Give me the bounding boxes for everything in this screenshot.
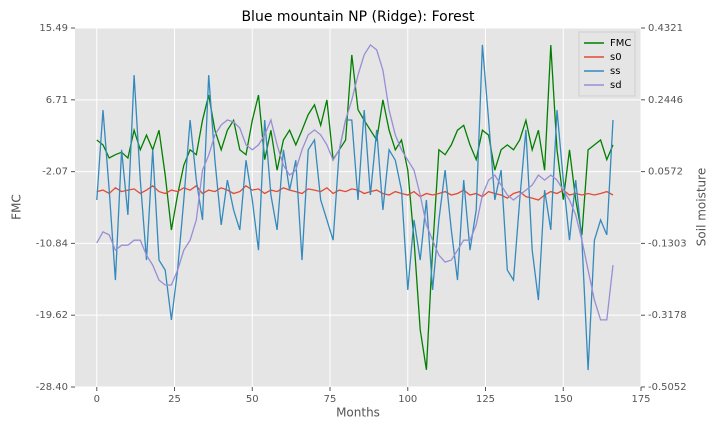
plot-area (75, 28, 641, 387)
x-tick-label: 75 (324, 394, 337, 405)
series-line (96, 44, 614, 371)
x-tick-label: 175 (631, 394, 650, 405)
y-tick-label: -28.40 (36, 382, 68, 393)
x-axis-label: Months (336, 406, 380, 420)
legend-label: s0 (610, 52, 622, 63)
y-axis-label: FMC (10, 194, 24, 220)
y-tick-label: -10.84 (36, 238, 68, 249)
y2-axis-label: Soil moisture (695, 168, 709, 246)
y-tick-label: 15.49 (39, 23, 68, 34)
series-line (96, 43, 614, 321)
x-tick-label: 0 (94, 394, 100, 405)
y2-tick-label: -0.1303 (648, 238, 687, 249)
series-line (96, 45, 614, 370)
y2-tick-label: -0.5052 (648, 382, 687, 393)
legend-label: sd (610, 80, 622, 91)
legend-label: ss (610, 66, 620, 77)
y-tick-label: 6.71 (46, 95, 68, 106)
x-tick-label: 125 (476, 394, 495, 405)
y2-tick-label: -0.3178 (648, 310, 687, 321)
y-tick-label: -19.62 (36, 310, 68, 321)
chart-title: Blue mountain NP (Ridge): Forest (241, 9, 475, 25)
x-tick-label: 25 (168, 394, 181, 405)
x-tick-label: 100 (398, 394, 417, 405)
x-tick-label: 150 (554, 394, 573, 405)
y2-tick-label: 0.2446 (648, 95, 683, 106)
x-tick-label: 50 (246, 394, 259, 405)
legend-label: FMC (610, 38, 631, 49)
y2-tick-label: 0.0572 (648, 167, 683, 178)
y2-tick-label: 0.4321 (648, 23, 683, 34)
series-line (96, 184, 614, 201)
y-tick-label: -2.07 (42, 167, 68, 178)
